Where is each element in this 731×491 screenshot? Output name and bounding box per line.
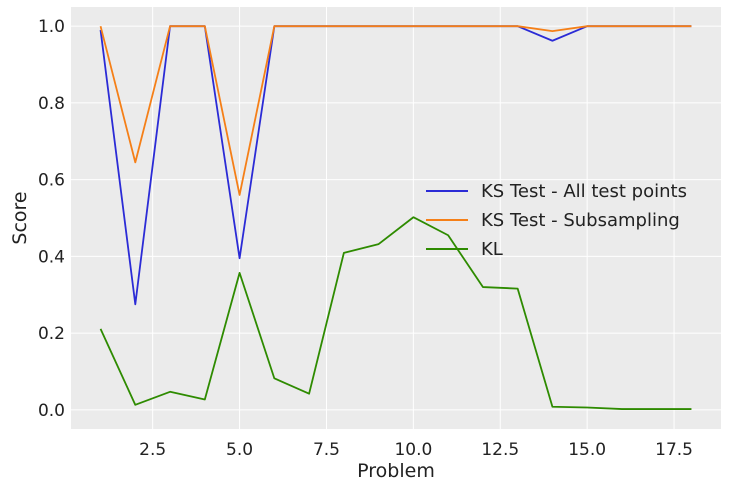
x-tick-label: 2.5 (139, 440, 166, 460)
legend-label: KL (481, 239, 503, 260)
x-tick-label: 10.0 (394, 440, 432, 460)
series-layer (99, 25, 692, 410)
x-tick-label: 7.5 (313, 440, 340, 460)
y-tick-label: 0.2 (38, 324, 65, 344)
series-line-2 (99, 216, 692, 410)
x-tick-label: 17.5 (655, 440, 693, 460)
x-tick-label: 5.0 (226, 440, 253, 460)
y-axis: 0.0 0.2 0.4 0.6 0.8 1.0 (38, 17, 65, 421)
x-tick-label: 12.5 (481, 440, 519, 460)
plot-background (71, 7, 721, 429)
x-axis-label: Problem (357, 460, 435, 482)
grid (71, 7, 721, 429)
x-axis: 2.5 5.0 7.5 10.0 12.5 15.0 17.5 (139, 440, 693, 460)
legend-label: KS Test - All test points (481, 181, 687, 202)
legend-label: KS Test - Subsampling (481, 210, 680, 231)
y-tick-label: 0.8 (38, 94, 65, 114)
y-axis-label: Score (9, 191, 31, 244)
legend: KS Test - All test points KS Test - Subsa… (426, 181, 687, 260)
y-tick-label: 1.0 (38, 17, 65, 37)
y-tick-label: 0.4 (38, 247, 65, 267)
series-line-1 (99, 25, 692, 196)
x-tick-label: 15.0 (568, 440, 606, 460)
y-tick-label: 0.6 (38, 171, 65, 191)
y-tick-label: 0.0 (38, 401, 65, 421)
